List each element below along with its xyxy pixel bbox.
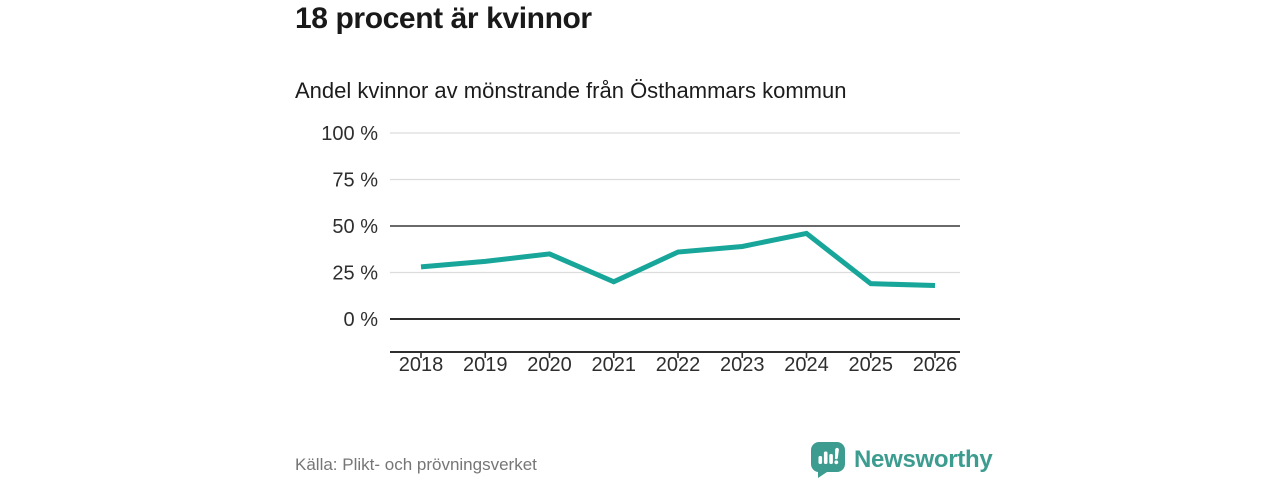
- newsworthy-wordmark: Newsworthy: [854, 445, 993, 473]
- source-note: Källa: Plikt- och prövningsverket: [295, 455, 537, 474]
- chart-subtitle: Andel kvinnor av mönstrande från Östhamm…: [295, 78, 847, 103]
- bar-chart-glyph: [818, 447, 839, 465]
- x-tick-label: 2025: [849, 354, 894, 376]
- x-tick-label: 2022: [656, 354, 701, 376]
- newsworthy-logo-icon: [810, 442, 845, 478]
- y-tick-label: 0 %: [344, 309, 379, 331]
- x-tick-label: 2021: [592, 354, 637, 376]
- x-tick-label: 2026: [913, 354, 958, 376]
- x-tick-label: 2023: [720, 354, 765, 376]
- y-tick-label: 75 %: [332, 170, 378, 192]
- y-tick-label: 50 %: [332, 216, 378, 238]
- speech-bubble-shape: [810, 442, 845, 478]
- y-tick-label: 25 %: [332, 263, 378, 285]
- x-tick-label: 2019: [463, 354, 508, 376]
- chart-title: 18 procent är kvinnor: [295, 2, 592, 35]
- x-tick-label: 2018: [399, 354, 444, 376]
- y-tick-label: 100 %: [321, 123, 378, 145]
- x-tick-label: 2024: [784, 354, 829, 376]
- newsworthy-logo: Newsworthy: [810, 441, 993, 478]
- x-tick-label: 2020: [527, 354, 572, 376]
- series-line: [420, 230, 936, 289]
